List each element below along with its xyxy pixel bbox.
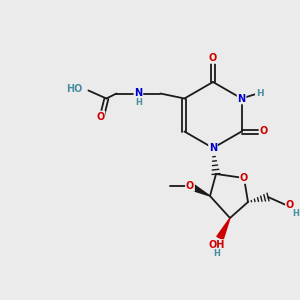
Text: O: O <box>209 53 217 63</box>
Text: N: N <box>209 143 217 153</box>
Text: H: H <box>292 208 299 217</box>
Text: N: N <box>238 94 246 103</box>
Text: H: H <box>135 98 142 107</box>
Text: N: N <box>134 88 142 98</box>
Text: O: O <box>286 200 294 210</box>
Text: H: H <box>256 89 263 98</box>
Text: O: O <box>240 173 248 183</box>
Text: H: H <box>214 248 220 257</box>
Text: HO: HO <box>66 83 82 94</box>
Text: O: O <box>96 112 104 122</box>
Text: O: O <box>260 127 268 136</box>
Polygon shape <box>217 218 230 240</box>
Polygon shape <box>188 183 210 196</box>
Text: OH: OH <box>209 240 225 250</box>
Text: O: O <box>186 181 194 191</box>
